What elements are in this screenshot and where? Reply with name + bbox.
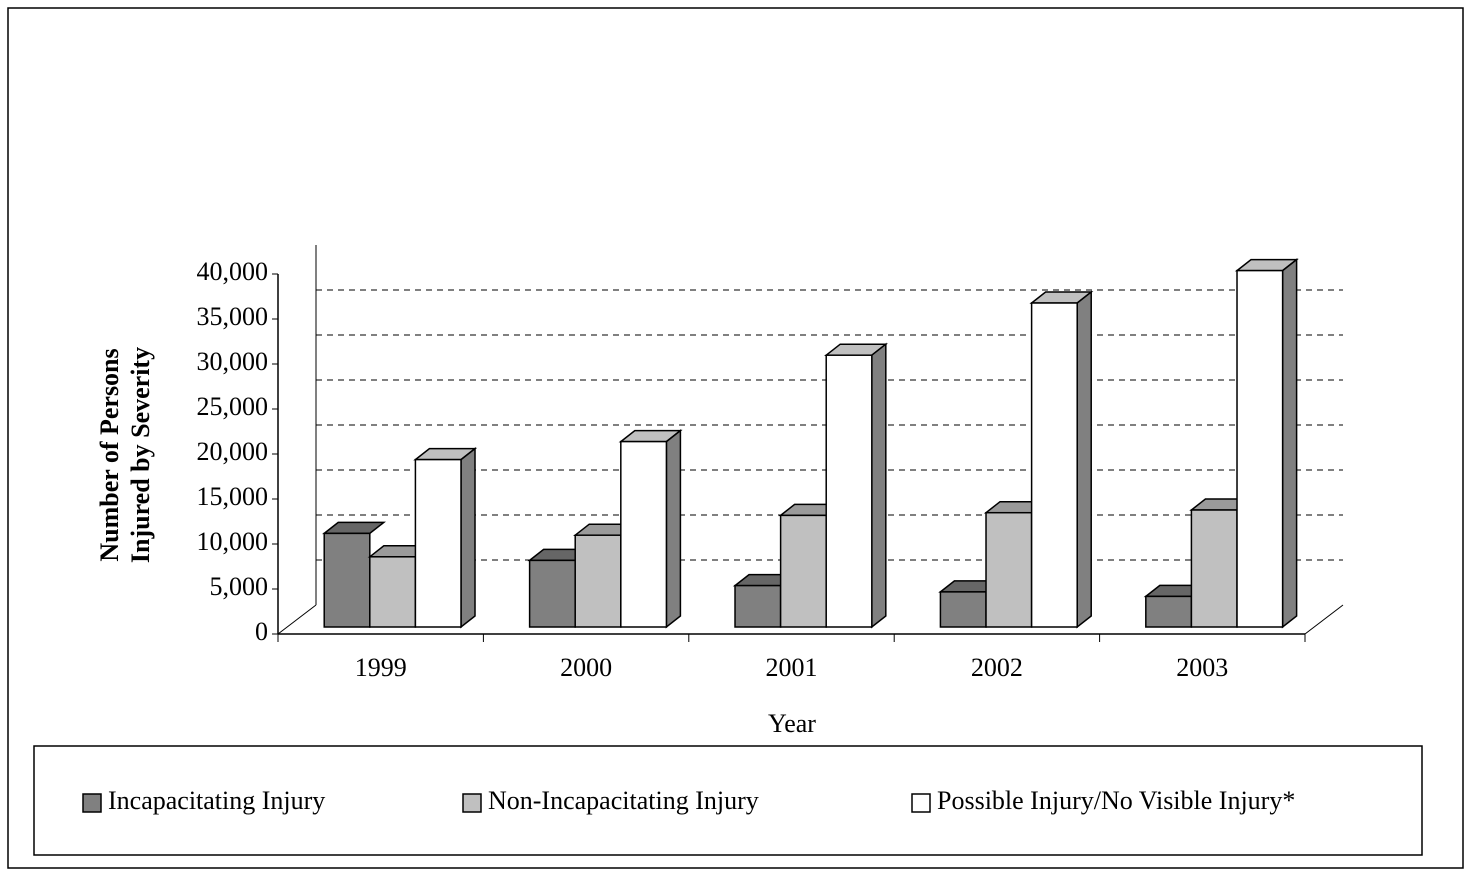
- legend-swatch: [82, 793, 102, 813]
- bar-side: [1076, 290, 1092, 629]
- y-tick-label: 15,000: [197, 482, 269, 511]
- bar: [323, 532, 371, 628]
- floor-edge: [277, 604, 317, 635]
- bar: [574, 534, 622, 628]
- y-tick-label: 10,000: [197, 527, 269, 556]
- y-tick-label: 20,000: [197, 437, 269, 466]
- y-tick-label: 35,000: [197, 302, 269, 331]
- bar-side: [460, 447, 476, 629]
- bar: [779, 514, 827, 628]
- y-tick-label: 5,000: [210, 572, 269, 601]
- x-tick-label: 2000: [560, 653, 612, 682]
- legend-swatch: [911, 793, 931, 813]
- bar: [414, 458, 462, 628]
- bar: [939, 591, 987, 628]
- y-tick-label: 25,000: [197, 392, 269, 421]
- bar: [825, 354, 873, 628]
- legend-box: [33, 745, 1423, 856]
- legend-label: Incapacitating Injury: [108, 786, 325, 815]
- bar-side: [1281, 258, 1298, 629]
- chart-border: [7, 7, 1464, 869]
- bar: [620, 440, 668, 628]
- y-axis-label: Number of Persons: [95, 348, 124, 561]
- x-axis-label: Year: [768, 709, 816, 738]
- bar: [528, 559, 576, 628]
- floor-edge: [1304, 604, 1344, 635]
- bar: [369, 556, 417, 628]
- y-tick-label: 0: [255, 617, 268, 646]
- bar: [1030, 302, 1078, 628]
- legend-label: Possible Injury/No Visible Injury*: [937, 786, 1295, 815]
- y-tick-label: 40,000: [197, 257, 269, 286]
- bar: [1236, 269, 1284, 628]
- legend-swatch: [462, 793, 482, 813]
- y-tick-label: 30,000: [197, 347, 269, 376]
- x-tick-label: 2001: [766, 653, 818, 682]
- bar-side: [871, 342, 887, 629]
- x-tick-label: 2003: [1176, 653, 1228, 682]
- x-tick-label: 2002: [971, 653, 1023, 682]
- bar: [734, 584, 782, 628]
- y-axis-label: Injured by Severity: [126, 347, 155, 563]
- bar-side: [665, 429, 682, 629]
- bar: [985, 511, 1033, 628]
- x-tick-label: 1999: [355, 653, 407, 682]
- bar: [1190, 509, 1238, 628]
- legend-label: Non-Incapacitating Injury: [488, 786, 759, 815]
- bar: [1145, 595, 1193, 628]
